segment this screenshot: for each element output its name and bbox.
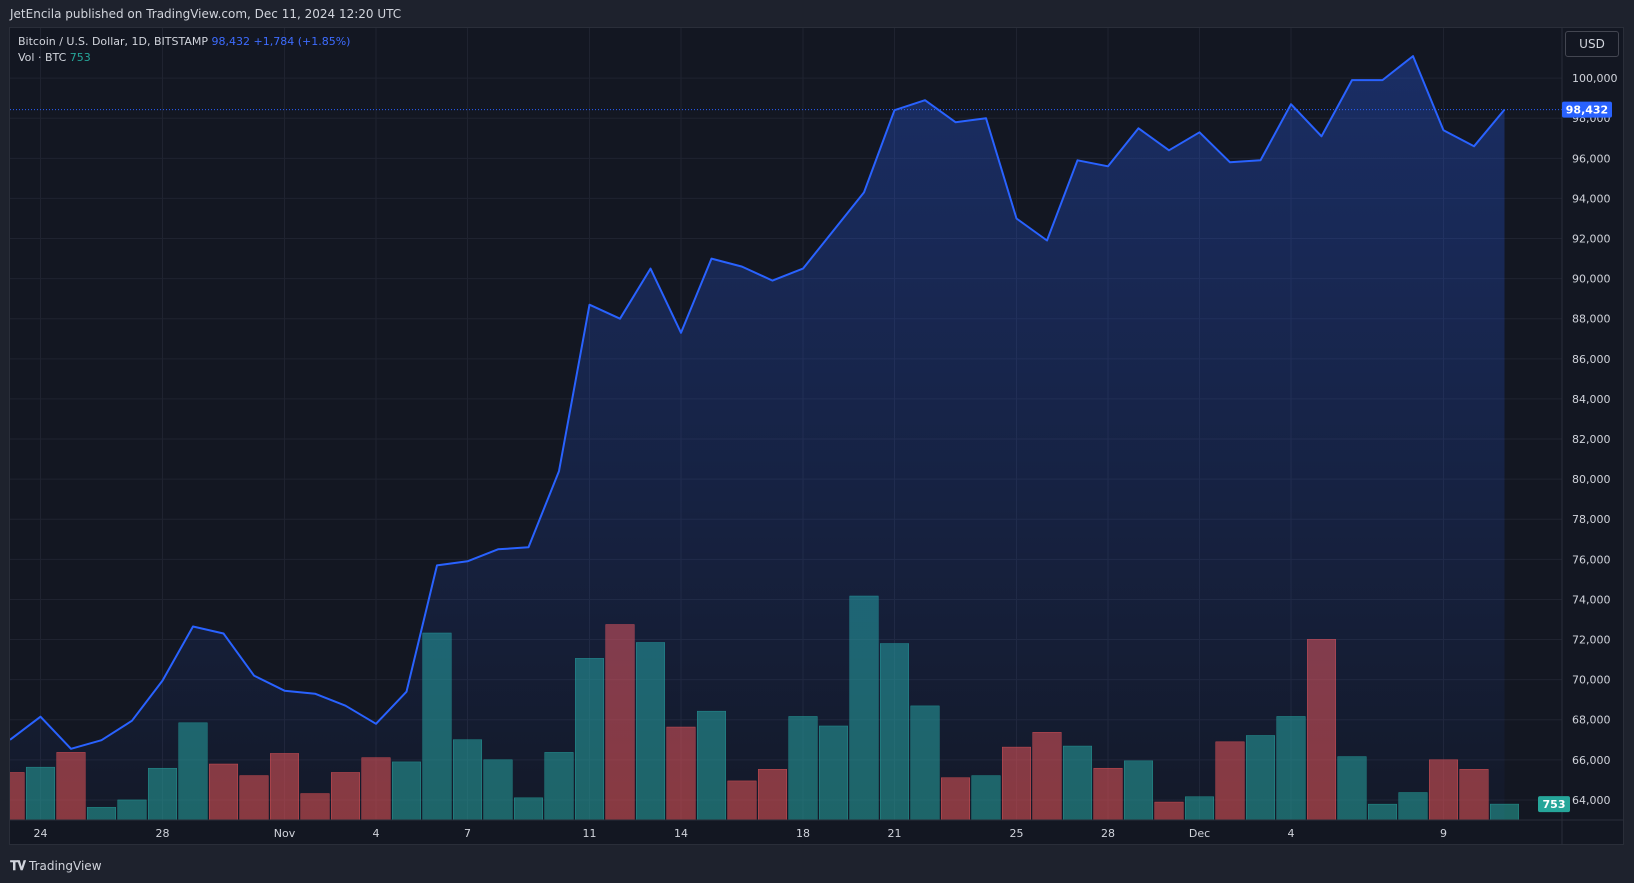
y-tick-label: 90,000 xyxy=(1572,273,1611,286)
y-tick-label: 82,000 xyxy=(1572,433,1611,446)
legend-price: 98,432 xyxy=(211,35,250,48)
time-axis[interactable]: 24 28 Nov 4 7 11 14 18 21 25 28 Dec 4 9 xyxy=(34,827,1448,840)
price-line xyxy=(10,55,1506,750)
y-tick-label: 68,000 xyxy=(1572,714,1611,727)
y-tick-label: 80,000 xyxy=(1572,473,1611,486)
x-tick-label: Nov xyxy=(274,827,296,840)
y-tick-label: 70,000 xyxy=(1572,674,1611,687)
symbol-legend-row: Bitcoin / U.S. Dollar, 1D, BITSTAMP 98,4… xyxy=(18,34,350,50)
x-tick-label: 4 xyxy=(1288,827,1295,840)
x-tick-label: 9 xyxy=(1440,827,1447,840)
chart-legend: Bitcoin / U.S. Dollar, 1D, BITSTAMP 98,4… xyxy=(18,34,350,66)
y-tick-label: 78,000 xyxy=(1572,513,1611,526)
y-tick-label: 74,000 xyxy=(1572,593,1611,606)
legend-volume: 753 xyxy=(69,51,91,64)
y-tick-label: 96,000 xyxy=(1572,152,1611,165)
x-tick-label: 7 xyxy=(464,827,471,840)
y-tick-label: 88,000 xyxy=(1572,313,1611,326)
x-tick-label: 14 xyxy=(674,827,688,840)
x-tick-label: 28 xyxy=(156,827,170,840)
currency-button[interactable]: USD xyxy=(1565,31,1619,57)
x-tick-label: 28 xyxy=(1101,827,1115,840)
y-tick-label: 84,000 xyxy=(1572,393,1611,406)
footer-brand[interactable]: 𝐓𝐕 TradingView xyxy=(10,856,102,876)
y-tick-label: 72,000 xyxy=(1572,634,1611,647)
publisher-line: JetEncila published on TradingView.com, … xyxy=(10,7,402,21)
last-volume-badge xyxy=(1538,796,1570,813)
y-tick-label: 94,000 xyxy=(1572,192,1611,205)
x-tick-label: 11 xyxy=(583,827,597,840)
y-tick-label: 76,000 xyxy=(1572,553,1611,566)
last-price-badge-text: 98,432 xyxy=(1566,104,1608,117)
y-tick-label: 92,000 xyxy=(1572,233,1611,246)
x-tick-label: 24 xyxy=(34,827,48,840)
x-tick-label: 4 xyxy=(373,827,380,840)
price-area-fill xyxy=(10,56,1505,820)
publisher-bar: JetEncila published on TradingView.com, … xyxy=(0,0,1634,27)
volume-legend-row: Vol · BTC 753 xyxy=(18,50,350,66)
y-tick-label: 64,000 xyxy=(1572,794,1611,807)
y-tick-label: 66,000 xyxy=(1572,754,1611,767)
x-tick-label: 18 xyxy=(796,827,810,840)
volume-title[interactable]: Vol · BTC xyxy=(18,51,67,64)
scale-badges: 98,432 753 xyxy=(1538,101,1612,813)
last-price-badge xyxy=(1562,101,1612,118)
x-tick-label: 21 xyxy=(888,827,902,840)
tv-logo-icon: 𝐓𝐕 xyxy=(10,858,26,874)
price-series xyxy=(10,55,1506,820)
x-tick-label: 25 xyxy=(1010,827,1024,840)
symbol-title[interactable]: Bitcoin / U.S. Dollar, 1D, BITSTAMP xyxy=(18,35,208,48)
brand-name: TradingView xyxy=(29,859,102,873)
y-tick-label: 86,000 xyxy=(1572,353,1611,366)
y-tick-label: 100,000 xyxy=(1572,72,1618,85)
legend-change: +1,784 (+1.85%) xyxy=(253,35,351,48)
price-axis[interactable]: 64,000 66,000 68,000 70,000 72,000 74,000 76,0… xyxy=(1572,72,1618,807)
last-volume-badge-text: 753 xyxy=(1543,798,1566,811)
x-tick-label: Dec xyxy=(1189,827,1210,840)
